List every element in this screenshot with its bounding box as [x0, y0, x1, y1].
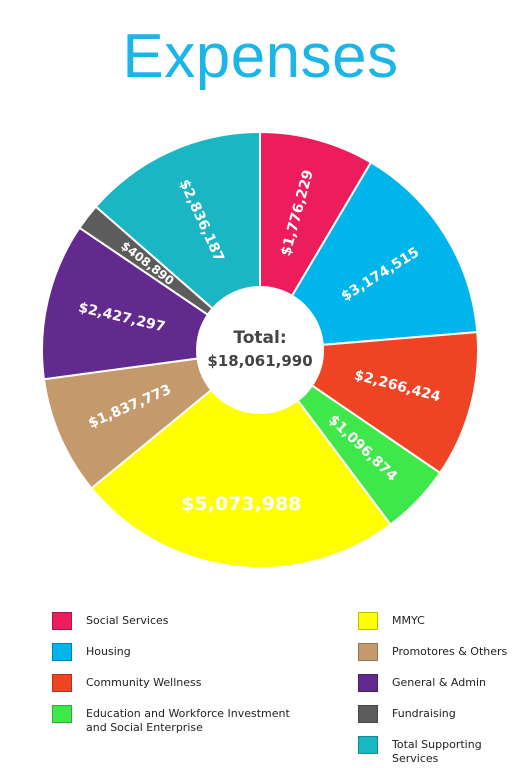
- legend-label: Promotores & Others: [392, 645, 508, 658]
- legend-item-housing: Housing: [52, 643, 212, 665]
- legend-item-social-services: Social Services: [52, 612, 212, 634]
- slice-general-and-admin: [41, 226, 210, 381]
- legend-item-education-and-workforce-investment-and-social-enterprise: Education and Workforce Investment and S…: [52, 705, 302, 734]
- legend-swatch: [52, 643, 72, 661]
- slice-housing: [290, 160, 479, 346]
- legend-label: Housing: [86, 645, 131, 658]
- legend-label: Total Supporting Services: [392, 738, 482, 765]
- legend-item-fundraising: Fundraising: [358, 705, 518, 727]
- legend-item-promotores-and-others: Promotores & Others: [358, 643, 518, 665]
- legend-swatch: [358, 705, 378, 723]
- legend-label: Community Wellness: [86, 676, 202, 689]
- legend-item-total-supporting-services: Total Supporting Services: [358, 736, 518, 765]
- legend-swatch: [52, 612, 72, 630]
- slice-mmyc: [90, 388, 392, 569]
- slice-community-wellness: [310, 330, 479, 475]
- legend-label: Education and Workforce Investment and S…: [86, 707, 290, 734]
- legend-label: Social Services: [86, 614, 169, 627]
- legend-swatch: [358, 674, 378, 692]
- legend-label: Fundraising: [392, 707, 456, 720]
- legend-label: General & Admin: [392, 676, 486, 689]
- legend-swatch: [358, 736, 378, 754]
- legend-swatch: [358, 612, 378, 630]
- legend-item-general-and-admin: General & Admin: [358, 674, 518, 696]
- slice-total-supporting-services: [94, 130, 261, 310]
- legend-swatch: [52, 674, 72, 692]
- chart-title: Expenses: [122, 22, 399, 91]
- center-total-value: $18,061,990: [207, 352, 312, 370]
- legend-swatch: [358, 643, 378, 661]
- pie-chart: $1,776,229$3,174,515$2,266,424$1,096,874…: [41, 130, 479, 569]
- center-total-label: Total:: [233, 328, 286, 348]
- legend-item-mmyc: MMYC: [358, 612, 518, 634]
- legend-swatch: [52, 705, 72, 723]
- data-label-mmyc: $5,073,988: [181, 493, 301, 515]
- legend-item-community-wellness: Community Wellness: [52, 674, 212, 696]
- legend-label: MMYC: [392, 614, 425, 627]
